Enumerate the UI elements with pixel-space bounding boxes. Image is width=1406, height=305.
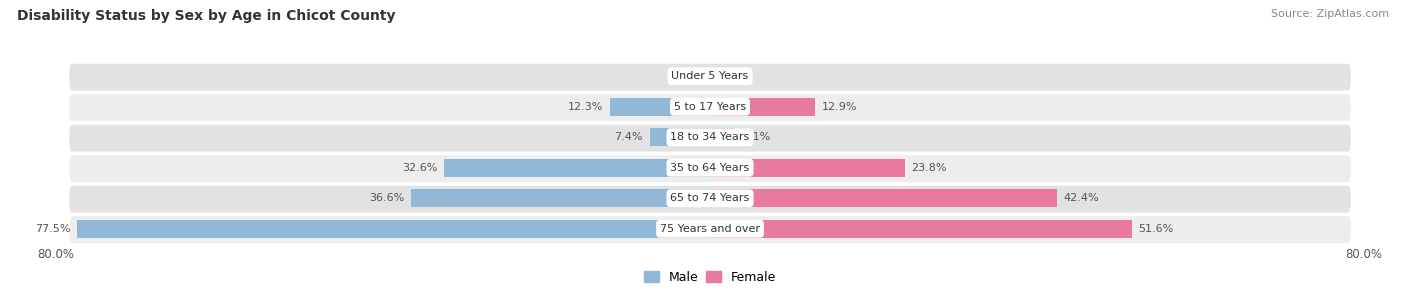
FancyBboxPatch shape xyxy=(69,155,1351,182)
Bar xyxy=(710,128,735,146)
FancyBboxPatch shape xyxy=(69,64,1351,91)
Text: 3.1%: 3.1% xyxy=(742,132,770,142)
Text: 51.6%: 51.6% xyxy=(1139,224,1174,234)
Text: Disability Status by Sex by Age in Chicot County: Disability Status by Sex by Age in Chico… xyxy=(17,9,395,23)
Bar xyxy=(411,189,710,207)
Text: 12.3%: 12.3% xyxy=(568,102,603,112)
Text: 35 to 64 Years: 35 to 64 Years xyxy=(671,163,749,173)
Text: 65 to 74 Years: 65 to 74 Years xyxy=(671,193,749,203)
FancyBboxPatch shape xyxy=(69,94,1351,121)
Bar xyxy=(710,220,1132,238)
Text: 75 Years and over: 75 Years and over xyxy=(659,224,761,234)
Bar xyxy=(610,98,710,116)
Text: 36.6%: 36.6% xyxy=(370,193,405,203)
Text: 23.8%: 23.8% xyxy=(911,163,946,173)
Bar xyxy=(650,128,710,146)
Text: 0.0%: 0.0% xyxy=(675,71,703,81)
Bar xyxy=(710,98,815,116)
Text: Source: ZipAtlas.com: Source: ZipAtlas.com xyxy=(1271,9,1389,19)
Text: 18 to 34 Years: 18 to 34 Years xyxy=(671,132,749,142)
Text: 5 to 17 Years: 5 to 17 Years xyxy=(673,102,747,112)
Text: 32.6%: 32.6% xyxy=(402,163,437,173)
Bar xyxy=(444,159,710,177)
Text: 7.4%: 7.4% xyxy=(614,132,643,142)
Text: 77.5%: 77.5% xyxy=(35,224,70,234)
Text: 42.4%: 42.4% xyxy=(1063,193,1098,203)
Legend: Male, Female: Male, Female xyxy=(638,266,782,289)
Text: 12.9%: 12.9% xyxy=(823,102,858,112)
FancyBboxPatch shape xyxy=(69,216,1351,243)
Bar xyxy=(77,220,710,238)
Bar xyxy=(710,189,1056,207)
Text: Under 5 Years: Under 5 Years xyxy=(672,71,748,81)
Text: 0.0%: 0.0% xyxy=(717,71,745,81)
FancyBboxPatch shape xyxy=(69,186,1351,213)
Bar xyxy=(710,159,904,177)
FancyBboxPatch shape xyxy=(69,125,1351,152)
